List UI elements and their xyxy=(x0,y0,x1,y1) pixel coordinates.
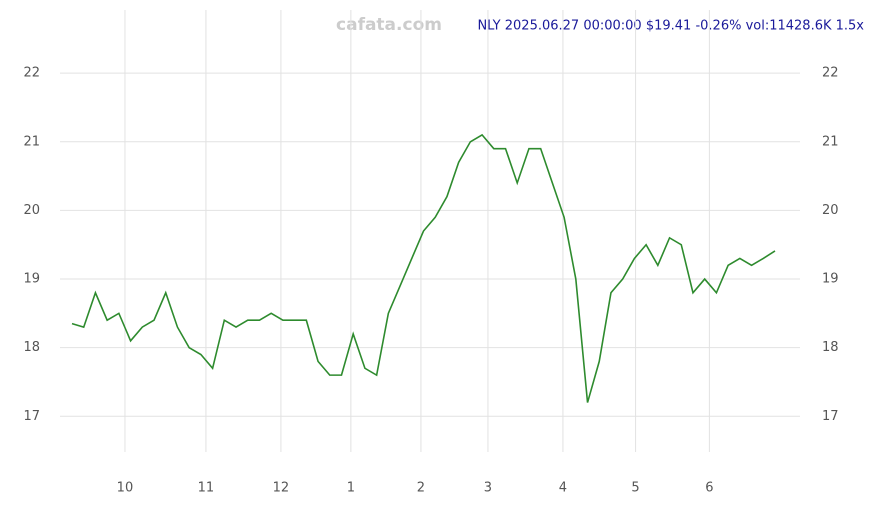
x-tick-label: 12 xyxy=(273,481,290,496)
y-tick-label: 19 xyxy=(822,272,839,287)
y-tick-label: 17 xyxy=(822,409,839,424)
x-tick-label: 2 xyxy=(417,481,425,496)
x-tick-label: 1 xyxy=(347,481,355,496)
y-tick-label: 20 xyxy=(822,203,839,218)
y-tick-label: 18 xyxy=(23,340,40,355)
x-tick-label: 5 xyxy=(631,481,639,496)
chart-title: NLY 2025.06.27 00:00:00 $19.41 -0.26% vo… xyxy=(477,19,864,34)
y-tick-label: 22 xyxy=(23,66,40,81)
y-tick-label: 17 xyxy=(23,409,40,424)
price-line xyxy=(71,133,776,403)
y-tick-label: 22 xyxy=(822,66,839,81)
y-tick-label: 21 xyxy=(822,134,839,149)
x-tick-label: 6 xyxy=(705,481,713,496)
x-tick-label: 11 xyxy=(198,481,215,496)
x-tick-label: 3 xyxy=(484,481,492,496)
watermark: cafata.com xyxy=(336,15,442,35)
y-tick-label: 20 xyxy=(23,203,40,218)
x-tick-label: 10 xyxy=(117,481,134,496)
x-tick-label: 4 xyxy=(559,481,567,496)
y-tick-label: 18 xyxy=(822,340,839,355)
y-tick-label: 21 xyxy=(23,134,40,149)
y-tick-label: 19 xyxy=(23,272,40,287)
